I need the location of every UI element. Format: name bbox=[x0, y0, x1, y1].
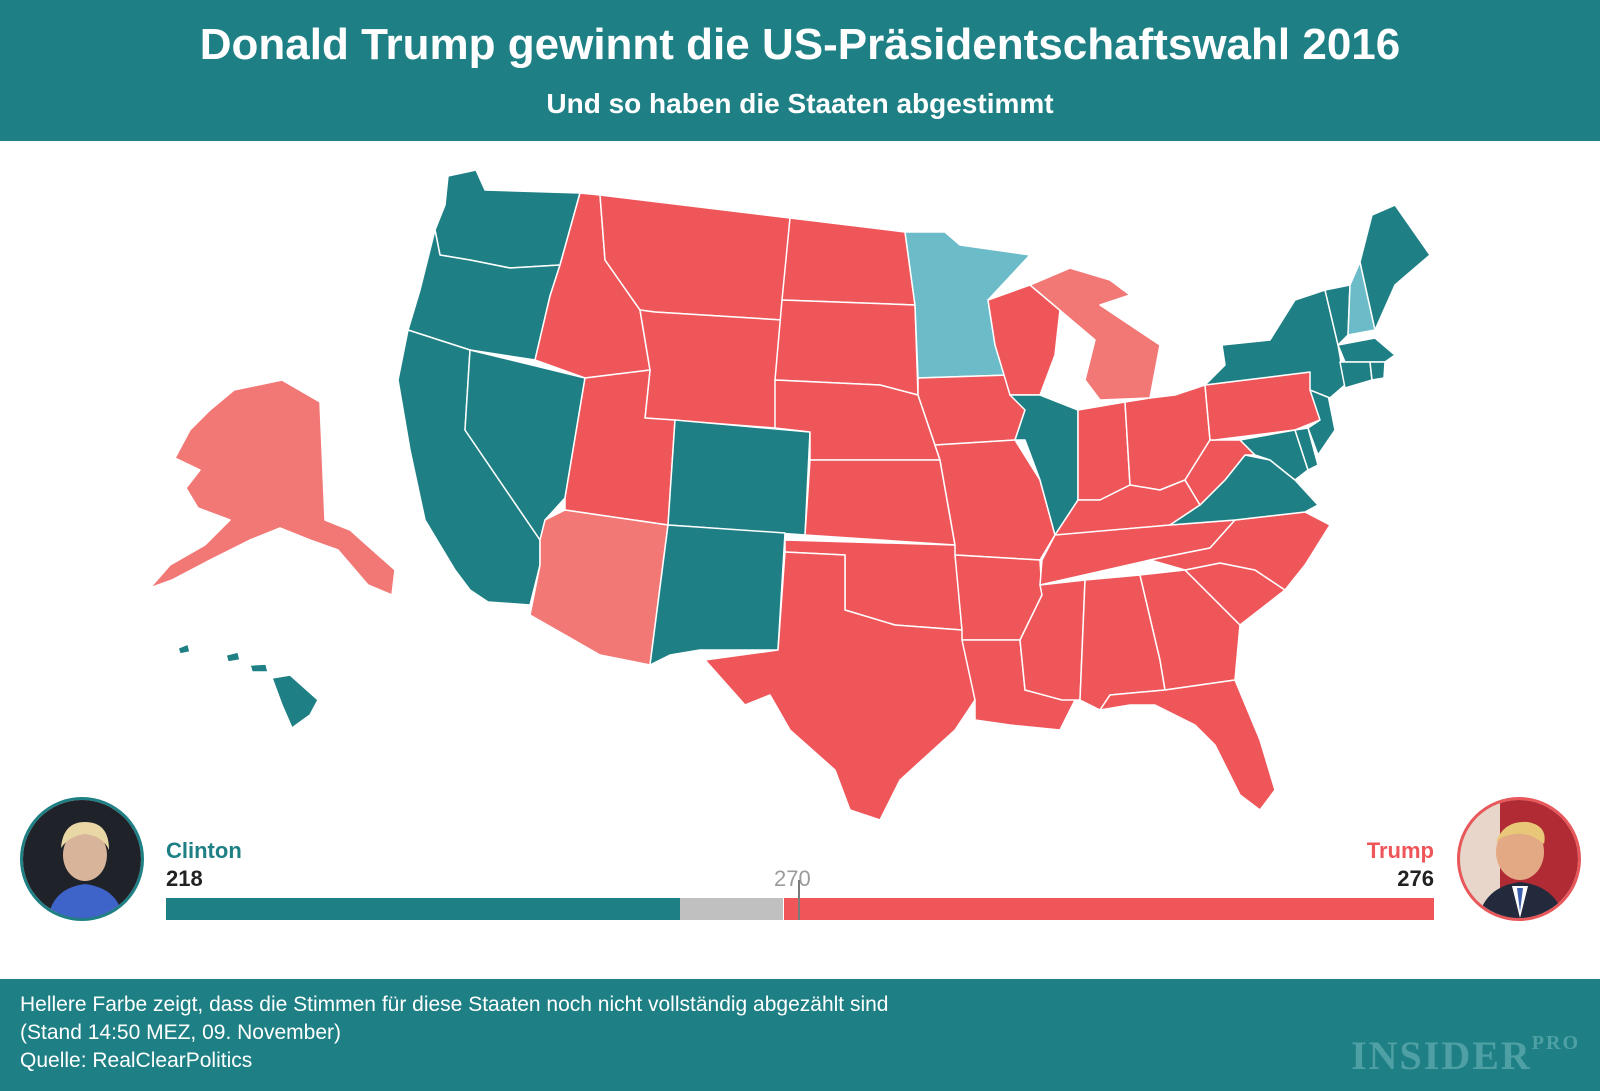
trump-electoral-bar bbox=[783, 898, 1434, 920]
threshold-marker bbox=[797, 880, 800, 920]
header-banner: Donald Trump gewinnt die US-Präsidentsch… bbox=[0, 0, 1600, 141]
clinton-name: Clinton bbox=[166, 838, 242, 863]
state-maine[interactable] bbox=[1359, 204, 1431, 331]
state-rhode-island[interactable] bbox=[1369, 361, 1386, 381]
state-washington[interactable] bbox=[434, 169, 581, 269]
trump-votes: 276 bbox=[1397, 866, 1434, 891]
insider-pro-logo: INSIDERPRO bbox=[1351, 1032, 1580, 1079]
clinton-avatar bbox=[20, 797, 144, 921]
trump-name: Trump bbox=[1366, 838, 1434, 863]
footer-stand: (Stand 14:50 MEZ, 09. November) bbox=[20, 1021, 341, 1044]
state-new-york[interactable] bbox=[1204, 289, 1346, 399]
state-indiana[interactable] bbox=[1077, 401, 1131, 501]
state-michigan[interactable] bbox=[1029, 267, 1161, 401]
state-new-mexico[interactable] bbox=[649, 524, 786, 666]
undecided-electoral-bar bbox=[679, 898, 784, 920]
state-florida[interactable] bbox=[1099, 679, 1276, 811]
state-hawaii[interactable] bbox=[177, 643, 319, 729]
state-texas[interactable] bbox=[704, 551, 976, 821]
state-massachusetts[interactable] bbox=[1337, 337, 1396, 363]
us-election-map bbox=[149, 169, 1431, 821]
state-connecticut[interactable] bbox=[1339, 361, 1373, 389]
brand-name: INSIDER bbox=[1351, 1033, 1532, 1078]
page-title: Donald Trump gewinnt die US-Präsidentsch… bbox=[199, 20, 1401, 69]
footer-note: Hellere Farbe zeigt, dass die Stimmen fü… bbox=[20, 993, 889, 1016]
brand-suffix: PRO bbox=[1531, 1032, 1580, 1054]
state-north-dakota[interactable] bbox=[781, 217, 916, 306]
state-arizona[interactable] bbox=[529, 509, 669, 666]
state-wyoming[interactable] bbox=[639, 309, 783, 429]
clinton-electoral-bar bbox=[166, 898, 680, 920]
state-kansas[interactable] bbox=[804, 459, 956, 546]
state-north-carolina[interactable] bbox=[1149, 511, 1331, 591]
clinton-votes: 218 bbox=[166, 866, 203, 891]
footer: Hellere Farbe zeigt, dass die Stimmen fü… bbox=[0, 979, 1600, 1091]
state-illinois[interactable] bbox=[1009, 394, 1079, 536]
state-colorado[interactable] bbox=[667, 419, 811, 536]
state-delaware[interactable] bbox=[1294, 427, 1319, 471]
page-subtitle: Und so haben die Staaten abgestimmt bbox=[546, 88, 1054, 119]
threshold-label: 270 bbox=[774, 866, 811, 891]
state-alaska[interactable] bbox=[149, 379, 396, 596]
trump-avatar bbox=[1457, 797, 1581, 921]
footer-source: Quelle: RealClearPolitics bbox=[20, 1049, 253, 1072]
